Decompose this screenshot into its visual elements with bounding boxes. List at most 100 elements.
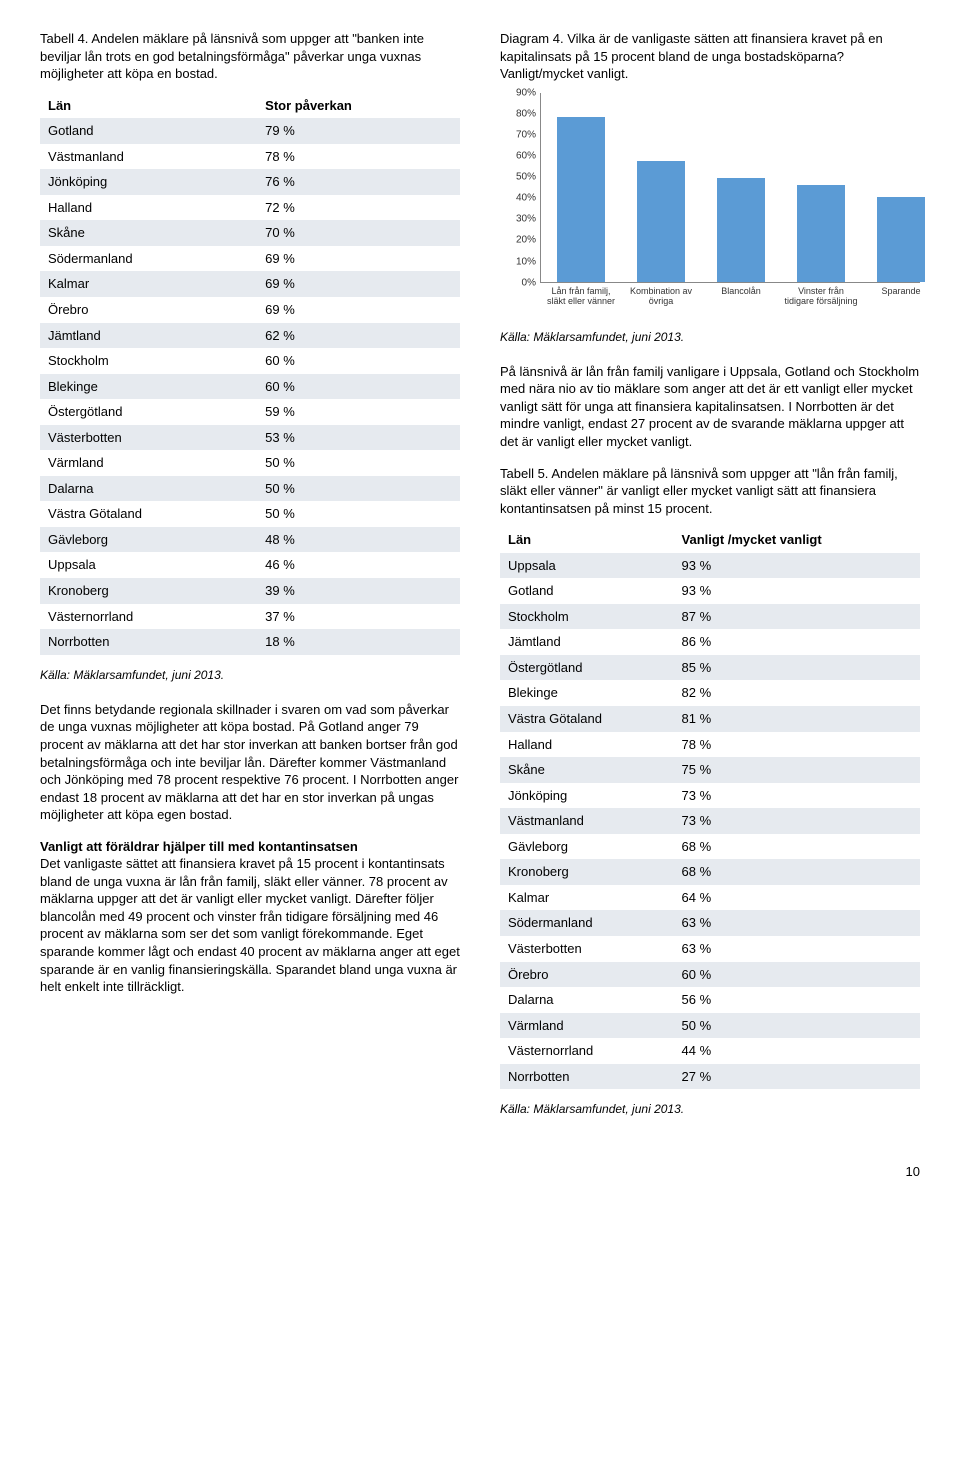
table-row: Västra Götaland50 % — [40, 501, 460, 527]
table-cell-lan: Östergötland — [40, 399, 257, 425]
table-cell-lan: Södermanland — [40, 246, 257, 272]
table-cell-val: 75 % — [674, 757, 920, 783]
diagram4-source: Källa: Mäklarsamfundet, juni 2013. — [500, 329, 920, 345]
table-cell-val: 78 % — [674, 732, 920, 758]
table5-caption: Tabell 5. Andelen mäklare på länsnivå so… — [500, 465, 920, 518]
table-row: Stockholm60 % — [40, 348, 460, 374]
table-cell-lan: Västerbotten — [500, 936, 674, 962]
chart-x-label: Vinster från tidigare försäljning — [783, 282, 859, 308]
chart-bar — [557, 117, 605, 282]
table-cell-val: 53 % — [257, 425, 460, 451]
table-cell-val: 27 % — [674, 1064, 920, 1090]
table-cell-lan: Västerbotten — [40, 425, 257, 451]
left-column: Tabell 4. Andelen mäklare på länsnivå so… — [40, 30, 460, 1135]
table-cell-lan: Uppsala — [40, 552, 257, 578]
table-cell-lan: Norrbotten — [40, 629, 257, 655]
chart-y-tick: 10% — [500, 255, 536, 269]
chart-y-tick: 0% — [500, 276, 536, 290]
left-para2: Vanligt att föräldrar hjälper till med k… — [40, 838, 460, 996]
table-row: Blekinge82 % — [500, 680, 920, 706]
table-row: Uppsala46 % — [40, 552, 460, 578]
table-cell-val: 62 % — [257, 323, 460, 349]
table-cell-val: 60 % — [257, 374, 460, 400]
table-cell-val: 50 % — [257, 501, 460, 527]
diagram4-chart: Lån från familj, släkt eller vännerKombi… — [500, 93, 920, 323]
table-cell-val: 50 % — [257, 450, 460, 476]
table-row: Jönköping73 % — [500, 783, 920, 809]
table-row: Kalmar64 % — [500, 885, 920, 911]
table-cell-val: 46 % — [257, 552, 460, 578]
chart-x-label: Sparande — [863, 282, 939, 297]
diagram4-caption: Diagram 4. Vilka är de vanligaste sätten… — [500, 30, 920, 83]
table4: Län Stor påverkan Gotland79 %Västmanland… — [40, 93, 460, 655]
table5: Län Vanligt /mycket vanligt Uppsala93 %G… — [500, 527, 920, 1089]
table5-head-val: Vanligt /mycket vanligt — [674, 527, 920, 553]
table-cell-lan: Västra Götaland — [40, 501, 257, 527]
table-cell-val: 37 % — [257, 604, 460, 630]
table-cell-val: 39 % — [257, 578, 460, 604]
chart-y-tick: 40% — [500, 191, 536, 205]
table-row: Dalarna56 % — [500, 987, 920, 1013]
table-cell-val: 48 % — [257, 527, 460, 553]
table-row: Kalmar69 % — [40, 271, 460, 297]
page-number: 10 — [40, 1163, 920, 1181]
table-cell-val: 85 % — [674, 655, 920, 681]
table-cell-val: 68 % — [674, 859, 920, 885]
table-cell-val: 69 % — [257, 271, 460, 297]
table-cell-val: 50 % — [257, 476, 460, 502]
table-cell-val: 93 % — [674, 578, 920, 604]
table-cell-val: 69 % — [257, 246, 460, 272]
table-cell-val: 63 % — [674, 936, 920, 962]
table-cell-lan: Örebro — [500, 962, 674, 988]
table-cell-lan: Uppsala — [500, 553, 674, 579]
table-cell-lan: Skåne — [40, 220, 257, 246]
table-cell-val: 86 % — [674, 629, 920, 655]
table-row: Södermanland63 % — [500, 910, 920, 936]
table-cell-lan: Jämtland — [500, 629, 674, 655]
table4-head-lan: Län — [40, 93, 257, 119]
table-cell-val: 73 % — [674, 808, 920, 834]
table-row: Gotland79 % — [40, 118, 460, 144]
chart-y-tick: 80% — [500, 107, 536, 121]
table-cell-lan: Värmland — [40, 450, 257, 476]
table-cell-lan: Gävleborg — [500, 834, 674, 860]
table-row: Blekinge60 % — [40, 374, 460, 400]
right-para1: På länsnivå är lån från familj vanligare… — [500, 363, 920, 451]
table-row: Västernorrland44 % — [500, 1038, 920, 1064]
table-cell-lan: Stockholm — [40, 348, 257, 374]
table-cell-val: 93 % — [674, 553, 920, 579]
table-row: Gävleborg48 % — [40, 527, 460, 553]
table-row: Jönköping76 % — [40, 169, 460, 195]
left-para1: Det finns betydande regionala skillnader… — [40, 701, 460, 824]
table-cell-lan: Värmland — [500, 1013, 674, 1039]
chart-y-tick: 70% — [500, 128, 536, 142]
table-cell-val: 73 % — [674, 783, 920, 809]
table-cell-lan: Västmanland — [40, 144, 257, 170]
table-cell-val: 82 % — [674, 680, 920, 706]
table-cell-val: 60 % — [674, 962, 920, 988]
table-cell-val: 79 % — [257, 118, 460, 144]
left-para2-text: Det vanligaste sättet att finansiera kra… — [40, 856, 460, 994]
table-cell-lan: Gävleborg — [40, 527, 257, 553]
table-cell-lan: Kronoberg — [40, 578, 257, 604]
table-cell-lan: Gotland — [500, 578, 674, 604]
table-cell-val: 72 % — [257, 195, 460, 221]
table-cell-val: 81 % — [674, 706, 920, 732]
table-row: Örebro60 % — [500, 962, 920, 988]
table-cell-val: 59 % — [257, 399, 460, 425]
table5-source: Källa: Mäklarsamfundet, juni 2013. — [500, 1101, 920, 1117]
chart-bar — [877, 197, 925, 281]
table-cell-lan: Stockholm — [500, 604, 674, 630]
table-row: Halland72 % — [40, 195, 460, 221]
chart-x-label: Blancolån — [703, 282, 779, 297]
table4-source: Källa: Mäklarsamfundet, juni 2013. — [40, 667, 460, 683]
table-cell-lan: Dalarna — [40, 476, 257, 502]
table-row: Östergötland59 % — [40, 399, 460, 425]
table-cell-lan: Kronoberg — [500, 859, 674, 885]
chart-bar — [717, 178, 765, 281]
table-cell-val: 18 % — [257, 629, 460, 655]
table-row: Kronoberg68 % — [500, 859, 920, 885]
table-row: Västra Götaland81 % — [500, 706, 920, 732]
table-cell-val: 87 % — [674, 604, 920, 630]
table-cell-lan: Jämtland — [40, 323, 257, 349]
